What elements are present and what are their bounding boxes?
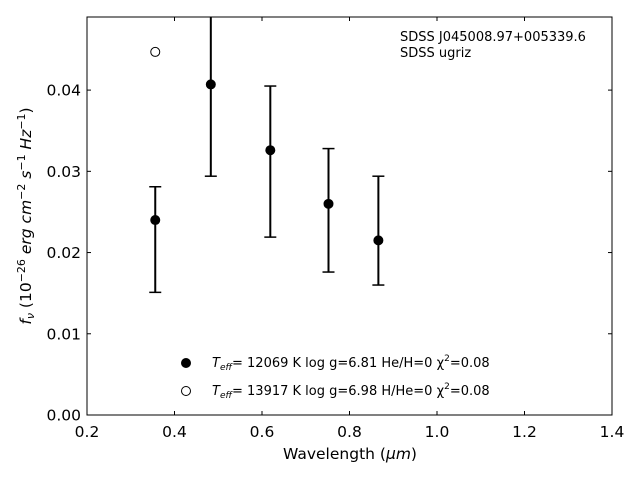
y-tick-label: 0.04 (46, 82, 81, 100)
y-tick-label: 0.00 (46, 407, 81, 425)
x-tick-label: 0.6 (250, 423, 275, 441)
legend-marker-filled (181, 358, 191, 368)
annotation-photometry: SDSS ugriz (400, 46, 471, 61)
x-axis-ticks: 0.2 0.4 0.6 0.8 1.0 1.2 1.4 (75, 17, 625, 441)
error-bars (149, 17, 385, 294)
y-tick-label: 0.02 (46, 244, 81, 262)
legend-entry-1: Teff= 12069 K log g=6.81 He/H=0 χ2=0.08 (212, 354, 490, 373)
data-point-filled (205, 79, 216, 90)
data-point-filled (265, 145, 276, 156)
data-point-filled (150, 215, 161, 226)
data-point-open (150, 46, 161, 57)
x-tick-label: 1.0 (425, 423, 450, 441)
data-points (150, 46, 384, 246)
x-tick-label: 1.2 (512, 423, 537, 441)
data-point-filled (373, 235, 384, 246)
x-tick-label: 0.4 (162, 423, 187, 441)
annotation-target-name: SDSS J045008.97+005339.6 (400, 30, 586, 45)
x-axis-label: Wavelength (μm) (283, 445, 417, 463)
x-tick-label: 1.4 (600, 423, 625, 441)
y-axis-label: fν (10−26 erg cm−2 s−1 Hz−1) (15, 107, 37, 324)
y-tick-label: 0.03 (46, 163, 81, 181)
y-tick-label: 0.01 (46, 325, 81, 343)
plot-area (86, 16, 613, 416)
x-tick-label: 0.2 (75, 423, 100, 441)
data-point-filled (323, 198, 334, 209)
legend-entry-2: Teff= 13917 K log g=6.98 H/He=0 χ2=0.08 (212, 382, 490, 401)
y-axis-ticks: 0.00 0.01 0.02 0.03 0.04 (46, 82, 612, 425)
legend: Teff= 12069 K log g=6.81 He/H=0 χ2=0.08 … (181, 354, 490, 401)
legend-marker-open (181, 386, 191, 396)
x-tick-label: 0.8 (337, 423, 362, 441)
